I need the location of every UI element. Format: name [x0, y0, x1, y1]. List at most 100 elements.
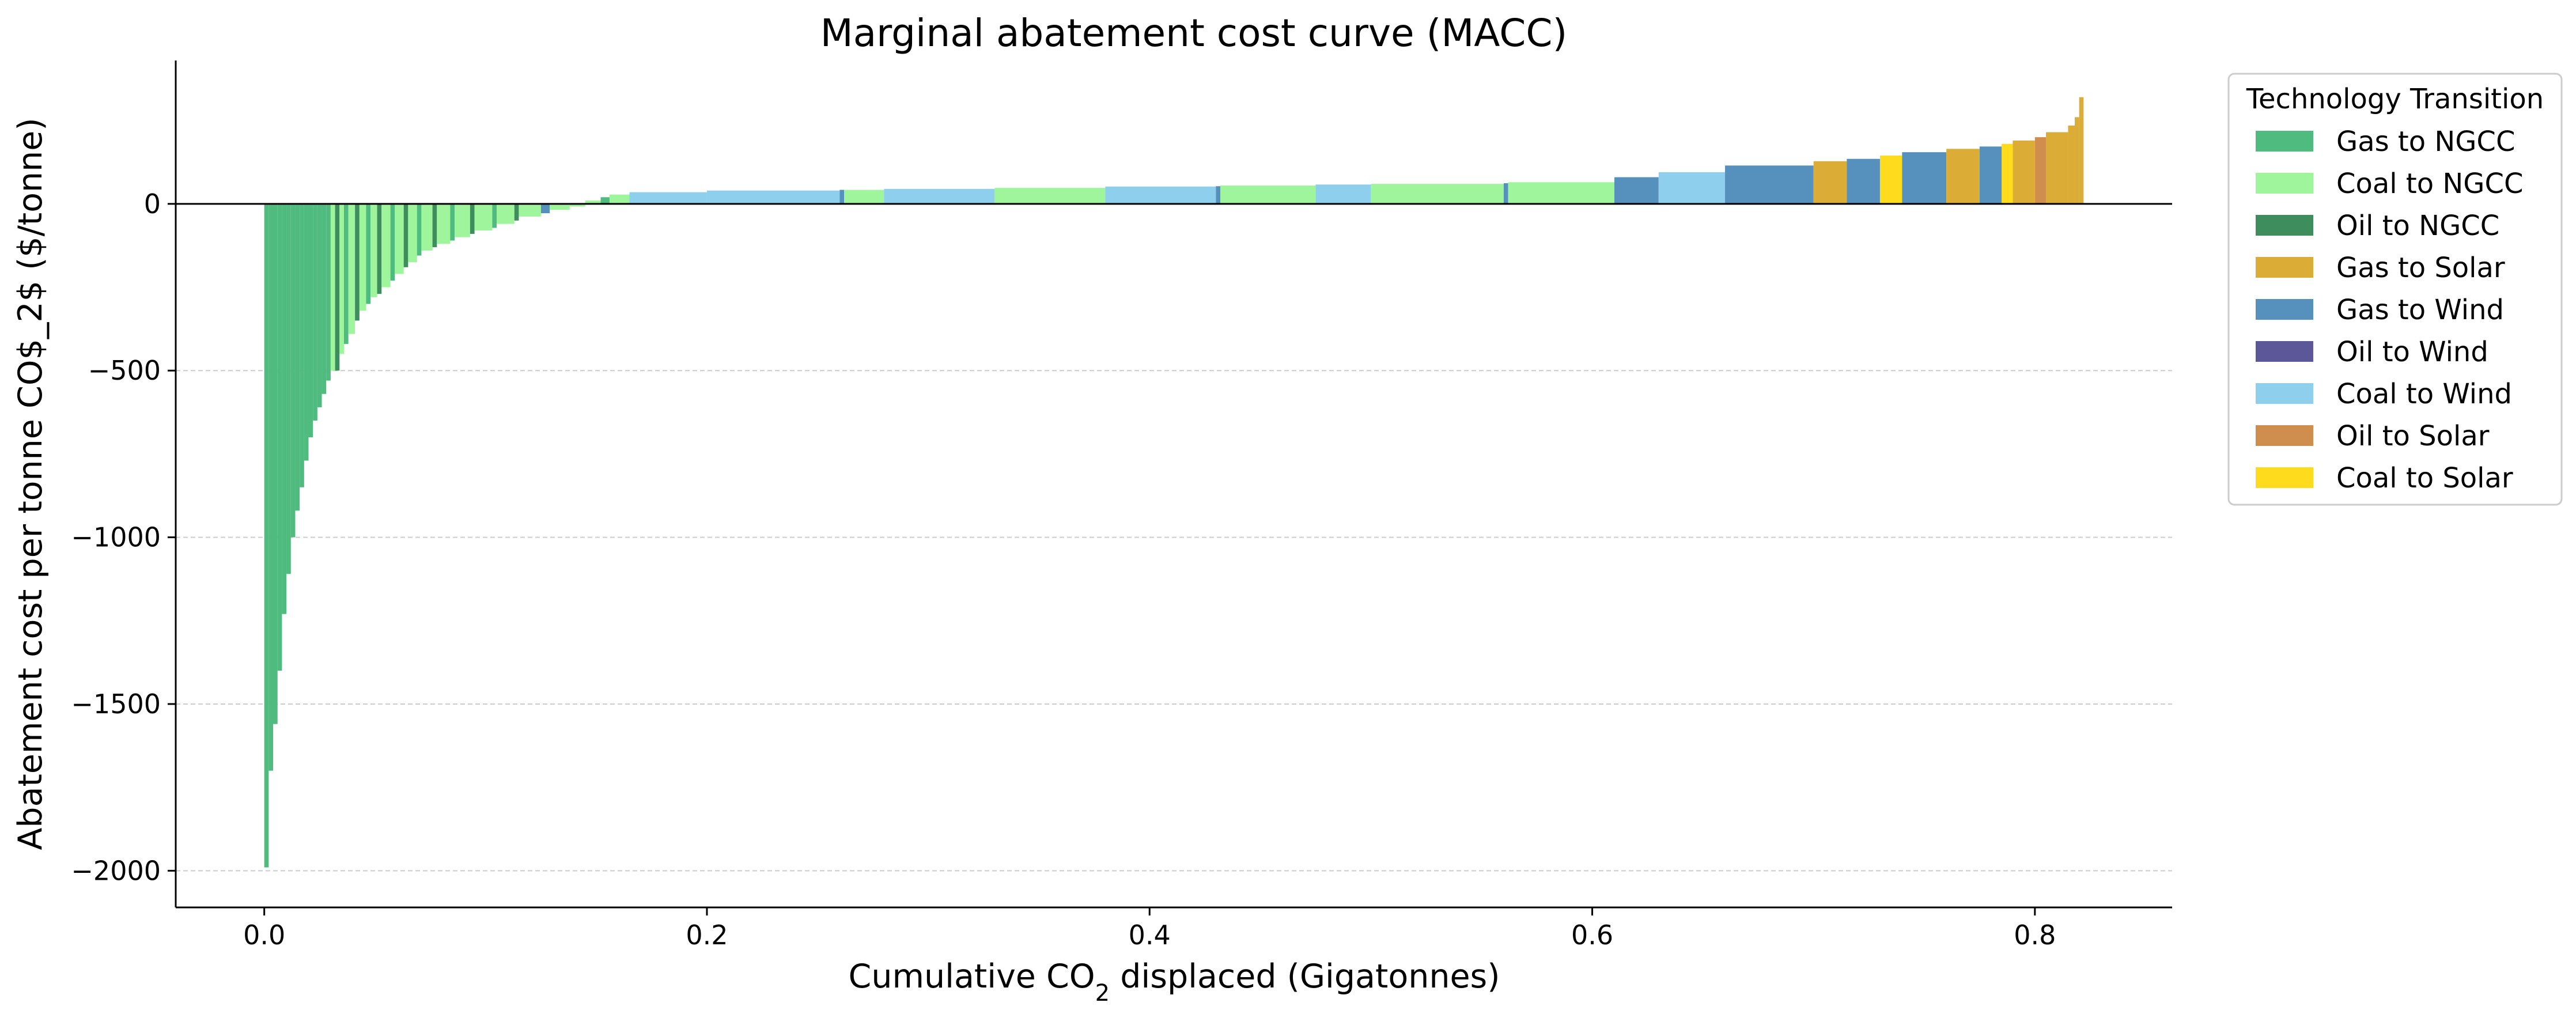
- legend-swatch: [2256, 257, 2313, 278]
- legend-swatch: [2256, 215, 2313, 236]
- macc-bar: [2013, 140, 2035, 204]
- macc-bar: [1979, 146, 2002, 204]
- y-tick-label: −500: [88, 355, 161, 386]
- macc-bar: [2079, 97, 2084, 204]
- macc-bar: [514, 203, 519, 221]
- macc-bar: [569, 203, 585, 207]
- macc-bar: [550, 203, 570, 210]
- macc-bar: [304, 203, 309, 461]
- macc-bar: [1946, 149, 1980, 204]
- macc-bar: [470, 203, 475, 234]
- macc-bar: [286, 203, 291, 574]
- macc-bar: [450, 203, 455, 241]
- macc-bar: [1315, 184, 1371, 204]
- legend-swatch: [2256, 341, 2313, 362]
- macc-bar: [432, 203, 437, 248]
- macc-bar: [839, 190, 845, 204]
- macc-bar: [519, 203, 541, 217]
- macc-bar: [421, 203, 433, 251]
- x-axis-title: Cumulative CO2 displaced (Gigatonnes): [849, 958, 1500, 1007]
- y-tick-label: −2000: [71, 855, 161, 886]
- macc-bar: [326, 203, 331, 381]
- legend-label: Coal to NGCC: [2336, 168, 2523, 200]
- macc-bar: [381, 203, 391, 287]
- macc-bar: [2074, 117, 2079, 204]
- y-tick-label: −1000: [71, 522, 161, 553]
- macc-bar: [335, 203, 340, 371]
- legend-label: Gas to Solar: [2336, 252, 2505, 284]
- legend-label: Oil to Wind: [2336, 336, 2488, 368]
- macc-bar: [277, 203, 282, 671]
- macc-bar: [2068, 125, 2075, 204]
- legend-label: Gas to NGCC: [2336, 126, 2515, 158]
- macc-bar: [1220, 186, 1316, 204]
- legend-swatch: [2256, 467, 2313, 488]
- macc-bar: [377, 203, 382, 294]
- macc-bar: [1658, 172, 1726, 204]
- y-ticks: 0 −500 −1000 −1500 −2000: [71, 188, 176, 886]
- legend-title: Technology Transition: [2246, 83, 2544, 115]
- gridlines: [176, 370, 2172, 872]
- macc-bar: [1725, 165, 1814, 204]
- macc-bar: [348, 203, 355, 334]
- macc-bar: [370, 203, 377, 297]
- macc-bar: [395, 203, 404, 274]
- macc-bar: [313, 203, 317, 421]
- x-axis-title-tail: displaced (Gigatonnes): [1110, 958, 1500, 996]
- macc-bar: [629, 192, 707, 204]
- macc-bar: [609, 194, 630, 204]
- y-axis-title: Abatement cost per tonne CO$_2$ ($/tonne…: [12, 118, 50, 850]
- y-tick-label: −1500: [71, 688, 161, 720]
- macc-bar: [343, 203, 349, 344]
- macc-bar: [417, 203, 422, 256]
- y-tick-label: 0: [144, 188, 161, 220]
- chart-title: Marginal abatement cost curve (MACC): [820, 11, 1567, 55]
- macc-bar: [1813, 161, 1847, 204]
- macc-bar: [295, 203, 300, 511]
- macc-bar: [492, 203, 497, 228]
- macc-bar: [600, 197, 610, 204]
- macc-bar: [282, 203, 287, 614]
- x-tick-label: 0.2: [686, 920, 728, 951]
- macc-bar: [474, 203, 493, 231]
- macc-bar: [300, 203, 304, 487]
- x-tick-label: 0.6: [1571, 920, 1613, 951]
- x-tick-label: 0.0: [243, 920, 285, 951]
- macc-bar: [408, 203, 417, 263]
- macc-bar: [339, 203, 344, 354]
- legend-label: Oil to NGCC: [2336, 210, 2499, 242]
- legend-swatch: [2256, 383, 2313, 404]
- macc-bar: [455, 203, 470, 237]
- macc-bar: [497, 203, 515, 224]
- macc-bar: [1508, 182, 1614, 204]
- macc-bar: [330, 203, 335, 371]
- macc-bar: [308, 203, 313, 437]
- macc-bar: [355, 203, 360, 321]
- x-ticks: 0.0 0.2 0.4 0.6 0.8: [243, 907, 2056, 951]
- x-tick-label: 0.8: [2014, 920, 2056, 951]
- macc-bar: [585, 200, 601, 204]
- legend: Technology Transition Gas to NGCC Coal to…: [2227, 73, 2563, 506]
- macc-bar: [1216, 186, 1221, 204]
- macc-bar: [290, 203, 296, 538]
- macc-bar: [359, 203, 366, 311]
- macc-bar: [264, 203, 269, 868]
- macc-bar: [706, 190, 840, 204]
- legend-swatch: [2256, 173, 2313, 194]
- macc-bar: [273, 203, 278, 724]
- macc-bar: [1879, 155, 1902, 204]
- macc-bar: [390, 203, 395, 281]
- x-tick-label: 0.4: [1129, 920, 1171, 951]
- macc-bar: [1503, 183, 1508, 204]
- macc-bar: [884, 188, 995, 204]
- legend-swatch: [2256, 299, 2313, 320]
- x-axis-title-sub: 2: [1095, 980, 1110, 1007]
- legend-swatch: [2256, 425, 2313, 446]
- macc-bar: [540, 203, 550, 214]
- macc-bar: [1847, 158, 1880, 204]
- macc-bar: [1614, 177, 1659, 204]
- macc-bar: [1105, 186, 1216, 204]
- legend-label: Oil to Solar: [2336, 420, 2490, 452]
- macc-bar: [994, 188, 1106, 204]
